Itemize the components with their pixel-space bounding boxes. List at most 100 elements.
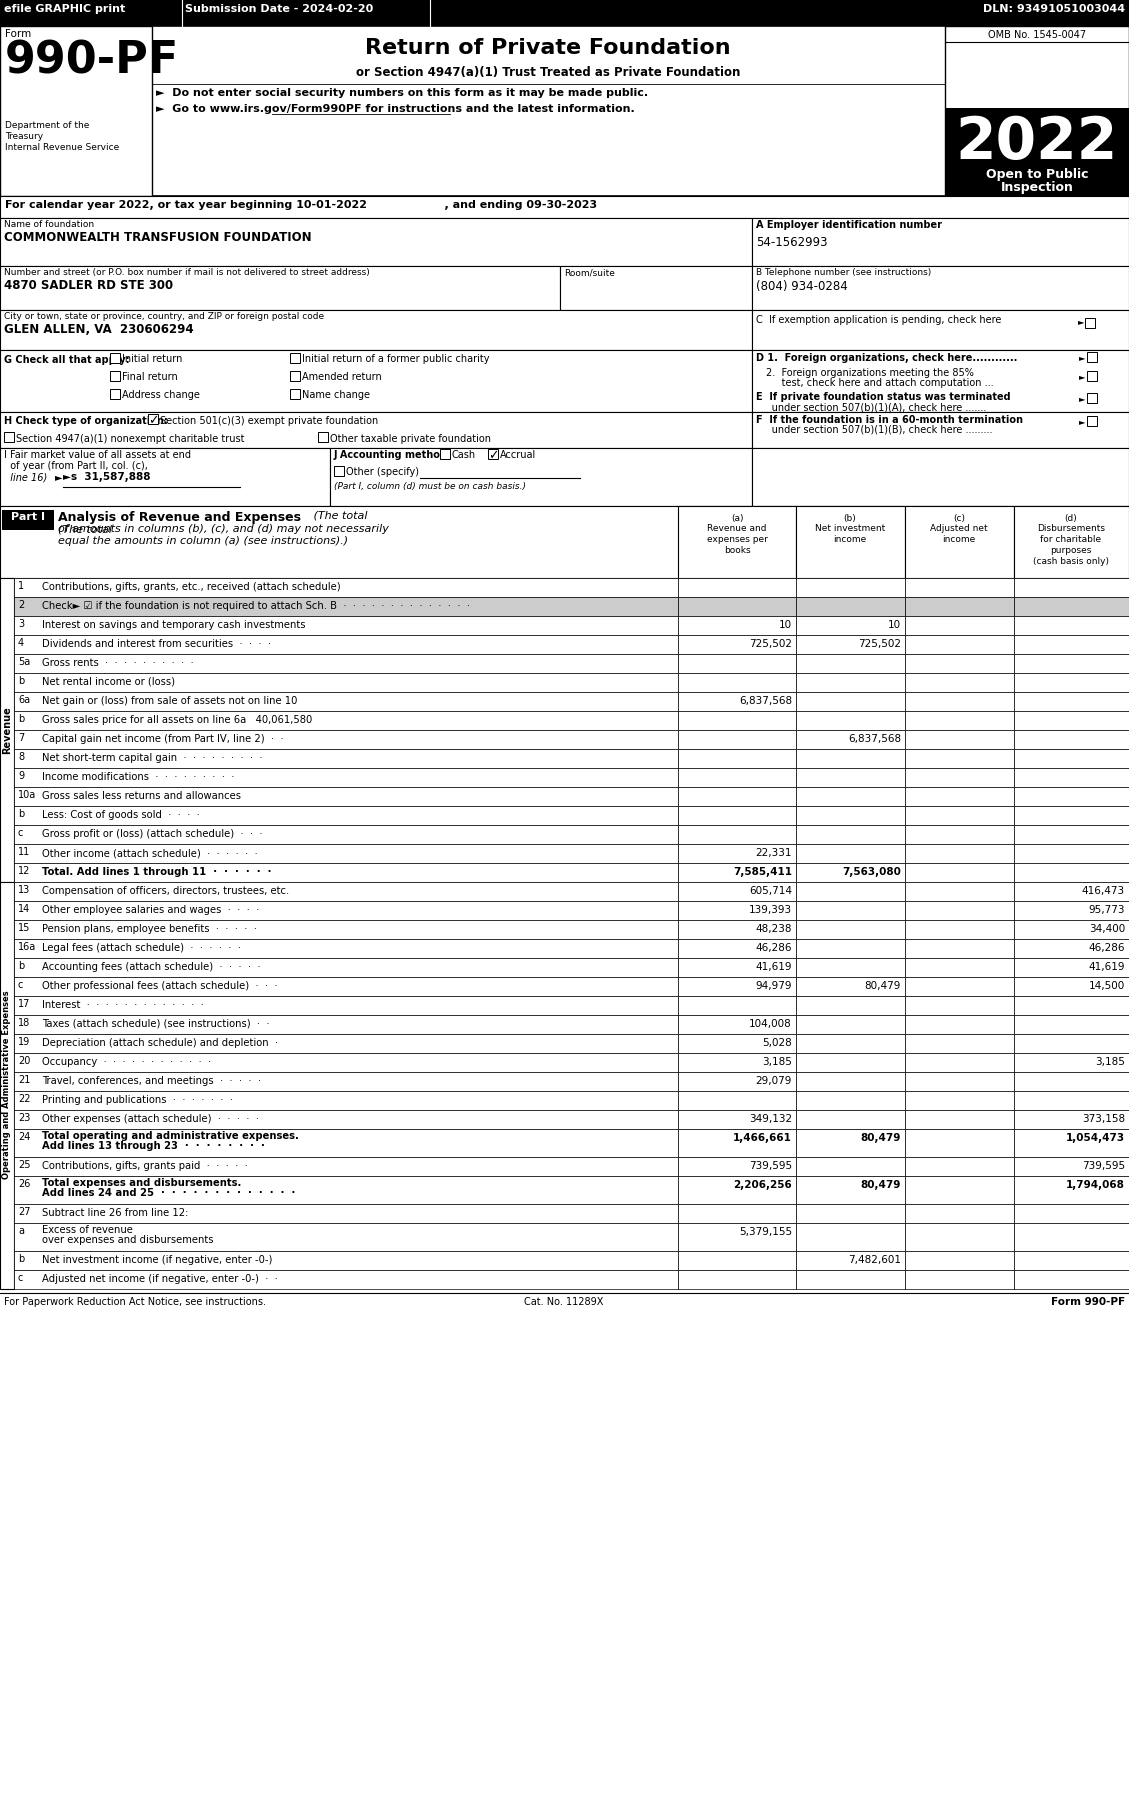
Text: Contributions, gifts, grants, etc., received (attach schedule): Contributions, gifts, grants, etc., rece… bbox=[42, 583, 341, 592]
Text: 7,585,411: 7,585,411 bbox=[733, 867, 793, 877]
Bar bbox=[560, 266, 752, 309]
Bar bbox=[905, 1054, 1014, 1072]
Text: or Section 4947(a)(1) Trust Treated as Private Foundation: or Section 4947(a)(1) Trust Treated as P… bbox=[356, 67, 741, 79]
Bar bbox=[679, 806, 796, 825]
Text: Dividends and interest from securities  ·  ·  ·  ·: Dividends and interest from securities ·… bbox=[42, 638, 271, 649]
Bar bbox=[905, 1034, 1014, 1054]
Bar bbox=[796, 1251, 905, 1269]
Bar bbox=[679, 1091, 796, 1109]
Bar bbox=[1087, 352, 1097, 361]
Bar bbox=[796, 635, 905, 654]
Text: 15: 15 bbox=[18, 922, 30, 933]
Text: ►  Do not enter social security numbers on this form as it may be made public.: ► Do not enter social security numbers o… bbox=[156, 88, 648, 99]
Bar bbox=[14, 921, 679, 939]
Text: Travel, conferences, and meetings  ·  ·  ·  ·  ·: Travel, conferences, and meetings · · · … bbox=[42, 1075, 261, 1086]
Text: 3,185: 3,185 bbox=[1095, 1057, 1124, 1066]
Text: Treasury: Treasury bbox=[5, 131, 43, 140]
Bar bbox=[905, 1223, 1014, 1251]
Bar bbox=[14, 958, 679, 976]
Bar bbox=[679, 617, 796, 635]
Text: Check► ☑ if the foundation is not required to attach Sch. B  ·  ·  ·  ·  ·  ·  ·: Check► ☑ if the foundation is not requir… bbox=[42, 601, 470, 611]
Bar bbox=[1014, 863, 1129, 883]
Text: Interest  ·  ·  ·  ·  ·  ·  ·  ·  ·  ·  ·  ·  ·: Interest · · · · · · · · · · · · · bbox=[42, 1000, 204, 1010]
Bar bbox=[679, 1054, 796, 1072]
Text: 6a: 6a bbox=[18, 696, 30, 705]
Text: 18: 18 bbox=[18, 1018, 30, 1028]
Text: Operating and Administrative Expenses: Operating and Administrative Expenses bbox=[2, 991, 11, 1179]
Bar bbox=[14, 1091, 679, 1109]
Text: Total operating and administrative expenses.: Total operating and administrative expen… bbox=[42, 1131, 299, 1142]
Bar bbox=[905, 635, 1014, 654]
Bar bbox=[796, 505, 905, 577]
Text: equal the amounts in column (a) (see instructions).): equal the amounts in column (a) (see ins… bbox=[58, 536, 348, 547]
Text: 25: 25 bbox=[18, 1160, 30, 1170]
Bar bbox=[334, 466, 344, 476]
Bar bbox=[2, 511, 54, 530]
Text: 10: 10 bbox=[887, 620, 901, 629]
Bar bbox=[796, 654, 905, 672]
Text: (a): (a) bbox=[730, 514, 743, 523]
Bar bbox=[14, 1054, 679, 1072]
Bar bbox=[1014, 1016, 1129, 1034]
Bar bbox=[1014, 750, 1129, 768]
Text: 80,479: 80,479 bbox=[860, 1133, 901, 1144]
Bar bbox=[110, 370, 120, 381]
Bar bbox=[679, 1251, 796, 1269]
Bar bbox=[1014, 654, 1129, 672]
Bar bbox=[1014, 635, 1129, 654]
Bar bbox=[5, 432, 14, 442]
Text: Amended return: Amended return bbox=[301, 372, 382, 381]
Text: 2: 2 bbox=[18, 601, 24, 610]
Bar bbox=[905, 1109, 1014, 1129]
Bar bbox=[1014, 958, 1129, 976]
Bar bbox=[1014, 710, 1129, 730]
Text: Net investment: Net investment bbox=[815, 523, 885, 532]
Bar bbox=[14, 635, 679, 654]
Bar bbox=[796, 806, 905, 825]
Bar bbox=[1014, 1251, 1129, 1269]
Text: (Part I, column (d) must be on cash basis.): (Part I, column (d) must be on cash basi… bbox=[334, 482, 526, 491]
Text: 349,132: 349,132 bbox=[749, 1115, 793, 1124]
Bar bbox=[14, 843, 679, 863]
Text: Income modifications  ·  ·  ·  ·  ·  ·  ·  ·  ·: Income modifications · · · · · · · · · bbox=[42, 771, 235, 782]
Text: Net rental income or (loss): Net rental income or (loss) bbox=[42, 678, 175, 687]
Bar bbox=[1014, 939, 1129, 958]
Bar bbox=[290, 370, 300, 381]
Text: c: c bbox=[18, 1273, 24, 1284]
Text: C  If exemption application is pending, check here: C If exemption application is pending, c… bbox=[756, 315, 1001, 325]
Bar bbox=[1014, 768, 1129, 788]
Bar bbox=[679, 939, 796, 958]
Bar bbox=[752, 351, 1129, 412]
Text: 22: 22 bbox=[18, 1093, 30, 1104]
Text: 605,714: 605,714 bbox=[749, 886, 793, 895]
Text: books: books bbox=[724, 547, 751, 556]
Bar bbox=[905, 863, 1014, 883]
Bar bbox=[796, 672, 905, 692]
Bar bbox=[14, 976, 679, 996]
Text: 48,238: 48,238 bbox=[755, 924, 793, 933]
Text: Number and street (or P.O. box number if mail is not delivered to street address: Number and street (or P.O. box number if… bbox=[5, 268, 370, 277]
Bar bbox=[1014, 788, 1129, 806]
Text: 1,794,068: 1,794,068 bbox=[1066, 1179, 1124, 1190]
Bar bbox=[679, 921, 796, 939]
Bar bbox=[679, 1034, 796, 1054]
Text: ►: ► bbox=[1079, 372, 1085, 381]
Text: 46,286: 46,286 bbox=[755, 942, 793, 953]
Text: Net short-term capital gain  ·  ·  ·  ·  ·  ·  ·  ·  ·: Net short-term capital gain · · · · · · … bbox=[42, 753, 263, 762]
Bar bbox=[905, 1205, 1014, 1223]
Text: 20: 20 bbox=[18, 1055, 30, 1066]
Text: Compensation of officers, directors, trustees, etc.: Compensation of officers, directors, tru… bbox=[42, 886, 289, 895]
Text: Gross sales less returns and allowances: Gross sales less returns and allowances bbox=[42, 791, 240, 800]
Bar bbox=[14, 1205, 679, 1223]
Bar bbox=[905, 825, 1014, 843]
Bar bbox=[1014, 672, 1129, 692]
Bar bbox=[796, 750, 905, 768]
Text: Address change: Address change bbox=[122, 390, 200, 399]
Text: 8: 8 bbox=[18, 752, 24, 762]
Text: Part I: Part I bbox=[11, 512, 45, 521]
Bar bbox=[110, 388, 120, 399]
Text: 5,028: 5,028 bbox=[762, 1037, 793, 1048]
Text: 7: 7 bbox=[18, 734, 24, 743]
Text: ►: ► bbox=[1079, 352, 1085, 361]
Text: 5,379,155: 5,379,155 bbox=[738, 1226, 793, 1237]
